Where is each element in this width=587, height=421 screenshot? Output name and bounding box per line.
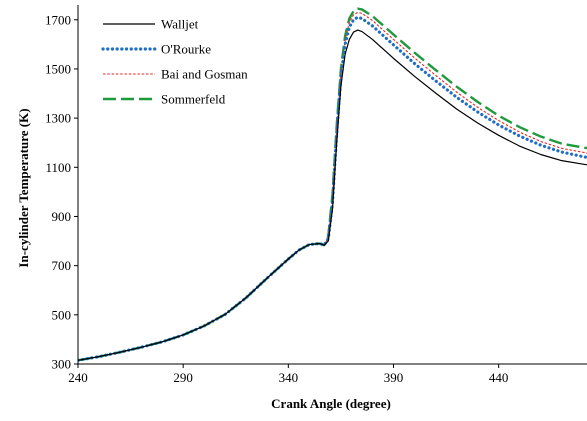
legend-label-0: Walljet bbox=[161, 17, 199, 32]
legend-label-2: Bai and Gosman bbox=[161, 67, 248, 82]
y-tick-label: 1300 bbox=[45, 111, 71, 126]
y-tick-label: 900 bbox=[52, 209, 72, 224]
series-line-2 bbox=[78, 11, 587, 361]
x-tick-label: 290 bbox=[173, 370, 193, 385]
legend-label-3: Sommerfeld bbox=[161, 92, 226, 107]
y-tick-label: 700 bbox=[52, 258, 72, 273]
legend-label-1: O'Rourke bbox=[161, 42, 211, 57]
y-tick-label: 1500 bbox=[45, 61, 71, 76]
ticks: 240 290 340 390 440 300 500 700 900 1100 1300 1500 1… bbox=[45, 12, 508, 385]
x-tick-label: 390 bbox=[384, 370, 404, 385]
series-line-1 bbox=[78, 15, 587, 362]
x-tick-label: 440 bbox=[489, 370, 509, 385]
y-tick-label: 300 bbox=[52, 357, 72, 372]
x-axis-title: Crank Angle (degree) bbox=[271, 396, 391, 411]
legend: Walljet O'Rourke Bai and Gosman Sommerfeld bbox=[101, 17, 248, 107]
series-line-0 bbox=[78, 29, 587, 361]
x-tick-label: 240 bbox=[68, 370, 88, 385]
y-tick-label: 500 bbox=[52, 307, 72, 322]
plot-lines bbox=[78, 7, 587, 362]
y-axis-title: In-cylinder Temperature (K) bbox=[16, 108, 31, 267]
x-tick-label: 340 bbox=[279, 370, 299, 385]
axes bbox=[77, 5, 587, 365]
y-tick-label: 1700 bbox=[45, 12, 71, 27]
y-tick-label: 1100 bbox=[45, 160, 71, 175]
